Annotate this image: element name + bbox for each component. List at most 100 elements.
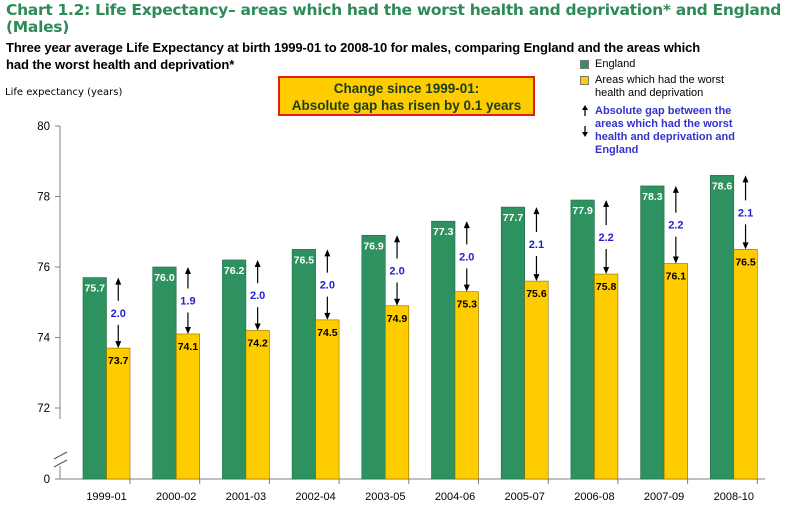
data-label-england: 77.3: [433, 226, 454, 238]
data-label-areas: 75.3: [457, 299, 478, 311]
bar-areas: [175, 333, 200, 480]
data-label-england: 78.3: [642, 191, 663, 203]
bar-england: [291, 249, 316, 480]
gap-arrow-down-head: [672, 256, 679, 264]
gap-arrow-down-head: [394, 298, 401, 306]
x-tick-label: 2000-02: [156, 491, 196, 503]
bar-england: [152, 266, 177, 480]
bar-england: [222, 259, 247, 480]
bar-england: [431, 220, 456, 480]
data-label-areas: 75.6: [526, 288, 547, 300]
gap-arrow-up-head: [463, 221, 470, 229]
gap-arrow-up-head: [742, 175, 749, 183]
data-label-england: 76.2: [224, 265, 245, 277]
legend-label-gap-line1: Absolute gap between the: [595, 105, 732, 117]
data-label-england: 76.5: [294, 254, 315, 266]
axis-break-mark: [53, 451, 68, 460]
bar-areas: [315, 319, 340, 480]
y-tick-label: 80: [37, 121, 50, 133]
legend-item-areas: Areas which had the worst health and dep…: [578, 74, 783, 100]
bar-england: [82, 277, 107, 480]
gap-arrow-down-head: [463, 284, 470, 292]
x-tick-label: 2008-10: [714, 491, 754, 503]
legend-label-gap-line3: health and deprivation and: [595, 131, 735, 143]
gap-arrow-down-head: [254, 323, 261, 331]
gap-label: 2.0: [111, 308, 126, 320]
y-axis-label: Life expectancy (years): [5, 87, 123, 98]
bar-areas: [524, 280, 549, 480]
gap-arrow-down-head: [324, 312, 331, 320]
chart-title-line1: Chart 1.2: Life Expectancy– areas which …: [6, 1, 782, 19]
gap-label: 2.0: [320, 280, 335, 292]
chart-title: Chart 1.2: Life Expectancy– areas which …: [6, 2, 786, 36]
data-label-areas: 74.9: [387, 313, 408, 325]
x-tick-label: 2002-04: [295, 491, 335, 503]
gap-arrow-up-head: [324, 249, 331, 257]
gap-arrow-down-head: [742, 242, 749, 250]
x-tick-label: 1999-01: [86, 491, 126, 503]
gap-arrow-down-head: [184, 326, 191, 334]
bar-areas: [454, 291, 479, 480]
y-tick-label: 74: [37, 333, 50, 345]
gap-label: 2.2: [599, 232, 614, 244]
bar-areas: [663, 263, 688, 480]
gap-arrow-down-head: [603, 267, 610, 275]
data-label-areas: 73.7: [108, 355, 129, 367]
callout-line2: Absolute gap has risen by 0.1 years: [291, 98, 522, 113]
gap-arrow-up-head: [254, 259, 261, 267]
legend-label-areas-line1: Areas which had the worst: [595, 74, 725, 86]
bar-areas: [733, 249, 758, 480]
gap-arrow-up-head: [184, 267, 191, 274]
gap-label: 2.0: [250, 290, 265, 302]
y-tick-label: 76: [37, 262, 50, 274]
legend-label-gap-line4: England: [595, 144, 639, 156]
legend-label-england: England: [595, 58, 636, 70]
data-label-england: 76.0: [154, 272, 175, 284]
data-label-england: 77.7: [503, 212, 524, 224]
chart-title-line2: (Males): [6, 18, 70, 36]
x-tick-label: 2006-08: [574, 491, 614, 503]
x-tick-label: 2001-03: [226, 491, 266, 503]
gap-label: 2.0: [459, 251, 474, 263]
bar-england: [570, 199, 595, 480]
gap-arrow-icon: [582, 105, 588, 137]
callout-line1: Change since 1999-01:: [333, 81, 480, 96]
y-tick-label: 0: [44, 474, 50, 486]
gap-arrow-down-head: [115, 341, 122, 349]
bar-england: [361, 234, 386, 480]
gap-arrow-down-head: [533, 274, 540, 282]
bar-areas: [106, 347, 131, 480]
legend-label-areas-line2: health and deprivation: [595, 87, 704, 99]
bar-areas: [384, 305, 410, 480]
chart-subtitle: Three year average Life Expectancy at bi…: [6, 39, 766, 73]
legend-swatch-areas: [580, 76, 589, 85]
legend-swatch-england: [580, 60, 589, 69]
data-label-england: 75.7: [85, 283, 106, 295]
gap-label: 2.0: [389, 266, 404, 278]
gap-arrow-up-head: [603, 200, 610, 208]
change-callout-box: Change since 1999-01: Absolute gap has r…: [278, 76, 535, 116]
gap-arrow-up-head: [115, 277, 122, 285]
chart-subtitle-line1: Three year average Life Expectancy at bi…: [6, 40, 701, 55]
x-tick-label: 2007-09: [644, 491, 684, 503]
gap-label: 1.9: [180, 295, 195, 307]
gap-arrow-up-head: [672, 185, 679, 193]
legend-item-gap: Absolute gap between the areas which had…: [578, 105, 783, 157]
legend-label-gap-line2: areas which had the worst: [595, 118, 733, 130]
bar-areas: [594, 273, 619, 480]
x-tick-label: 2004-06: [435, 491, 475, 503]
gap-label: 2.2: [668, 220, 683, 232]
data-label-areas: 75.8: [596, 281, 617, 293]
legend-item-england: England: [578, 58, 783, 71]
legend: England Areas which had the worst health…: [578, 58, 783, 157]
x-tick-label: 2003-05: [365, 491, 405, 503]
axis-break-mark: [53, 459, 68, 468]
data-label-areas: 74.5: [317, 327, 338, 339]
y-tick-label: 72: [37, 403, 50, 415]
gap-arrow-up-head: [394, 235, 401, 243]
gap-label: 2.1: [738, 207, 753, 219]
data-label-areas: 74.2: [247, 337, 268, 349]
bar-england: [640, 185, 665, 480]
gap-label: 2.1: [529, 239, 544, 251]
